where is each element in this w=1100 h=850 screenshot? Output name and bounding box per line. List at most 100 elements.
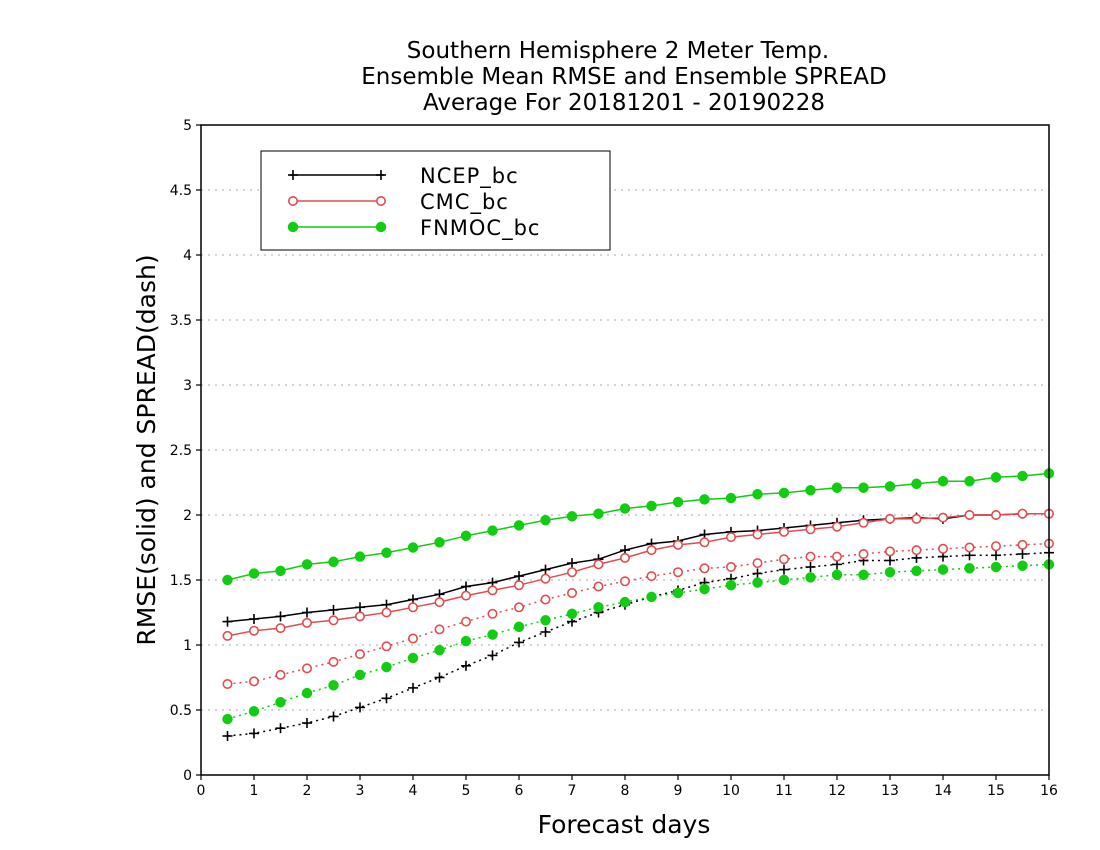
fnmoc-bc-rmse-point [990,472,1002,483]
cmc-bc-spread-point [566,587,577,598]
cmc-bc-spread-point [593,581,604,592]
y-tick-label: 3.5 [170,313,192,329]
x-tick-label: 7 [568,783,577,799]
ncep-bc-spread-point [408,682,418,693]
chart-title: Southern Hemisphere 2 Meter Temp. Ensemb… [361,38,886,116]
ncep-bc-spread-point [275,723,286,734]
plot-series [222,468,1055,741]
plot-frame [200,124,1050,776]
ncep-bc-spread-point [434,672,445,683]
fnmoc-bc-rmse-point [699,494,710,505]
series-cmc-bc [222,508,1055,689]
fnmoc-bc-spread-point [831,569,843,581]
fnmoc-bc-spread-point [593,602,604,613]
fnmoc-bc-spread-point [301,687,313,699]
ncep-bc-spread-point [461,660,471,671]
fnmoc-bc-spread-point [540,615,551,626]
fnmoc-bc-rmse-point [301,559,313,570]
cmc-bc-rmse-point [566,567,577,578]
cmc-bc-rmse-point [381,607,392,618]
cmc-bc-spread-point [778,554,789,565]
fnmoc-bc-spread-point [381,661,392,673]
cmc-bc-rmse-point [911,513,922,524]
ncep-bc-spread-point [222,731,233,741]
ncep-bc-rmse-point [514,571,524,582]
y-tick-label: 4.5 [170,183,192,199]
x-tick-label: 1 [250,783,259,799]
legend-marker [287,196,298,207]
ncep-bc-rmse-point [540,564,551,575]
legend-label: NCEP_bc [420,164,519,189]
fnmoc-bc-rmse-point [937,475,949,487]
x-tick-label: 4 [409,783,418,799]
fnmoc-bc-rmse-point [646,500,657,512]
cmc-bc-rmse-point [434,597,445,608]
cmc-bc-spread-point [937,543,948,554]
ncep-bc-spread-point [991,550,1001,561]
cmc-bc-rmse-point [858,517,869,528]
chart-title-line-1: Southern Hemisphere 2 Meter Temp. [407,38,829,64]
fnmoc-bc-rmse-point [566,511,578,522]
fnmoc-bc-spread-point [646,591,657,603]
fnmoc-bc-rmse-point [619,503,631,514]
ncep-bc-rmse-line [227,512,1049,623]
x-tick-label: 8 [621,783,630,799]
cmc-bc-rmse-point [460,590,471,601]
legend-marker [287,221,299,233]
legend-item-fnmoc-bc: FNMOC_bc [287,216,540,241]
y-tick-label: 4 [183,248,192,264]
ncep-bc-spread-point [381,693,392,704]
fnmoc-bc-rmse-point [672,496,684,508]
x-tick-label: 0 [197,783,206,799]
cmc-bc-rmse-point [884,513,895,524]
x-tick-label: 13 [881,783,899,799]
cmc-bc-rmse-line [227,512,1049,637]
cmc-bc-spread-point [884,546,895,557]
ncep-bc-spread-point [355,702,365,713]
fnmoc-bc-spread-line [227,563,1050,720]
fnmoc-bc-rmse-point [540,514,551,526]
ncep-bc-rmse-point [275,611,286,622]
cmc-bc-rmse-point [513,580,524,591]
legend-marker [375,221,387,233]
fnmoc-bc-spread-point [778,574,790,586]
fnmoc-bc-rmse-point [752,488,763,500]
cmc-bc-spread-point [831,551,842,562]
fnmoc-bc-rmse-point [884,481,896,492]
cmc-bc-spread-point [964,542,975,553]
cmc-bc-rmse-point [249,625,260,636]
fnmoc-bc-rmse-point [434,537,445,548]
fnmoc-bc-spread-point [275,696,286,708]
ncep-bc-spread-point [487,650,498,661]
fnmoc-bc-rmse-point [911,478,922,490]
x-tick-label: 11 [775,783,793,799]
cmc-bc-spread-point [646,571,657,582]
fnmoc-bc-spread-point [407,652,419,664]
ncep-bc-rmse-point [302,607,312,618]
fnmoc-bc-spread-point [964,563,975,574]
fnmoc-bc-spread-point [487,629,498,640]
y-tick-label: 2 [183,508,192,524]
fnmoc-bc-spread-point [1017,560,1028,571]
fnmoc-bc-rmse-point [381,547,392,558]
legend-label: CMC_bc [420,190,509,215]
x-tick-label: 15 [987,783,1005,799]
legend-item-cmc-bc: CMC_bc [287,190,509,215]
cmc-bc-spread-point [540,594,551,605]
ncep-bc-spread-point [328,711,339,722]
fnmoc-bc-spread-point [566,608,578,620]
axis-ticks: 00.511.522.533.544.550 1 2 3 4 5 6 7 8 9 10 11 12 13 1… [170,118,1058,799]
x-tick-label: 16 [1040,783,1058,799]
ncep-bc-spread-line [227,551,1050,737]
fnmoc-bc-rmse-point [222,574,233,586]
cmc-bc-spread-point [672,567,683,578]
fnmoc-bc-rmse-point [593,508,604,519]
fnmoc-bc-spread-point [354,669,366,681]
y-tick-label: 1.5 [170,573,192,589]
cmc-bc-spread-line [227,542,1050,685]
fnmoc-bc-rmse-point [248,568,260,579]
y-tick-label: 3 [183,378,192,394]
legend-label: FNMOC_bc [420,216,540,241]
fnmoc-bc-spread-point [672,587,684,599]
